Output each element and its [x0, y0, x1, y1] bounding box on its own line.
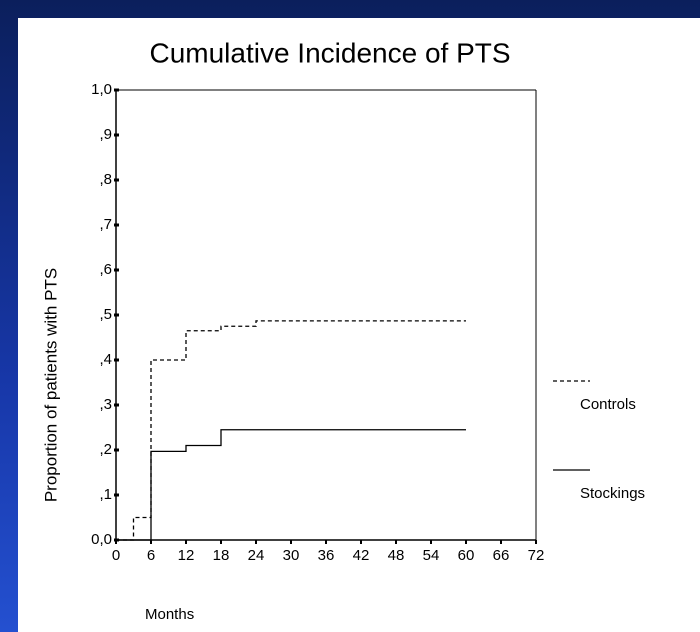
panel	[18, 18, 700, 632]
y-tick-label: 0,0	[91, 531, 112, 548]
x-tick-label: 36	[318, 547, 335, 564]
x-tick-label: 12	[178, 547, 195, 564]
x-tick-label: 48	[388, 547, 405, 564]
y-tick-label: ,4	[99, 351, 112, 368]
x-tick-label: 66	[493, 547, 510, 564]
x-tick-label: 42	[353, 547, 370, 564]
series-line	[116, 320, 466, 541]
legend-label: Controls	[580, 396, 636, 413]
x-tick-label: 60	[458, 547, 475, 564]
x-tick-label: 6	[147, 547, 155, 564]
y-tick-label: ,2	[99, 441, 112, 458]
x-tick-label: 0	[112, 547, 120, 564]
y-tick-label: ,6	[99, 261, 112, 278]
x-tick-label: 24	[248, 547, 265, 564]
x-tick-label: 54	[423, 547, 440, 564]
x-tick-label: 30	[283, 547, 300, 564]
y-tick-label: ,5	[99, 306, 112, 323]
y-tick-label: ,7	[99, 216, 112, 233]
series-line	[116, 429, 466, 541]
legend-label: Stockings	[580, 485, 645, 502]
x-axis-label: Months	[145, 606, 194, 623]
y-tick-label: 1,0	[91, 81, 112, 98]
y-tick-label: ,8	[99, 171, 112, 188]
y-axis-label: Proportion of patients with PTS	[41, 268, 60, 502]
x-tick-label: 18	[213, 547, 230, 564]
x-tick-label: 72	[528, 547, 545, 564]
y-tick-label: ,3	[99, 396, 112, 413]
y-tick-label: ,1	[99, 486, 112, 503]
y-tick-label: ,9	[99, 126, 112, 143]
chart-title: Cumulative Incidence of PTS	[149, 37, 510, 68]
